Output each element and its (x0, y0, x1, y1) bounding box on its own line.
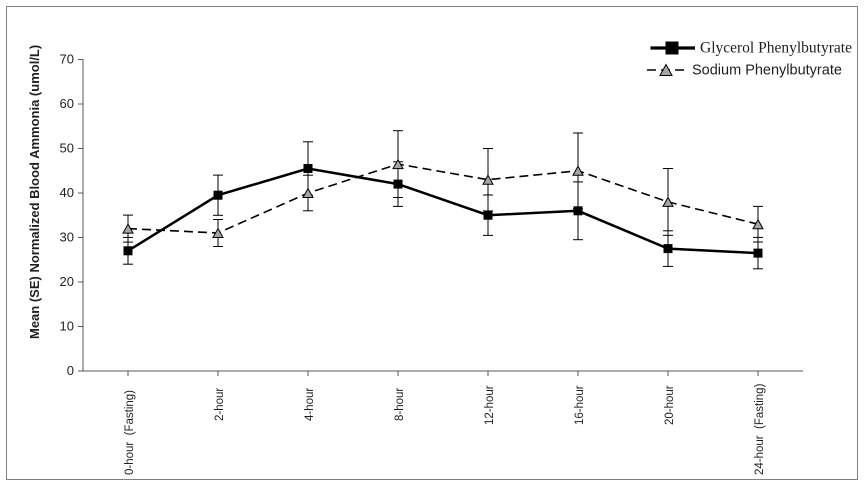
svg-text:4-hour: 4-hour (304, 388, 316, 421)
svg-text:2-hour: 2-hour (214, 388, 226, 421)
svg-text:50: 50 (60, 141, 74, 156)
svg-text:16-hour: 16-hour (574, 385, 586, 425)
svg-text:Sodium Phenylbutyrate: Sodium Phenylbutyrate (692, 63, 842, 79)
svg-text:8-hour: 8-hour (394, 388, 406, 421)
svg-text:24-hour (Fasting): 24-hour (Fasting) (754, 383, 766, 475)
svg-text:10: 10 (60, 319, 74, 334)
svg-text:0: 0 (67, 363, 74, 378)
svg-text:0-hour (Fasting): 0-hour (Fasting) (124, 390, 136, 475)
svg-text:20-hour: 20-hour (664, 385, 676, 425)
svg-text:70: 70 (60, 52, 74, 67)
svg-text:60: 60 (60, 96, 74, 111)
svg-text:40: 40 (60, 185, 74, 200)
svg-text:20: 20 (60, 274, 74, 289)
svg-text:Glycerol Phenylbutyrate: Glycerol Phenylbutyrate (700, 40, 852, 57)
svg-text:Mean (SE) Normalized Blood Amm: Mean (SE) Normalized Blood Ammonia (umol… (27, 45, 42, 339)
svg-text:12-hour: 12-hour (484, 385, 496, 425)
svg-text:30: 30 (60, 230, 74, 245)
